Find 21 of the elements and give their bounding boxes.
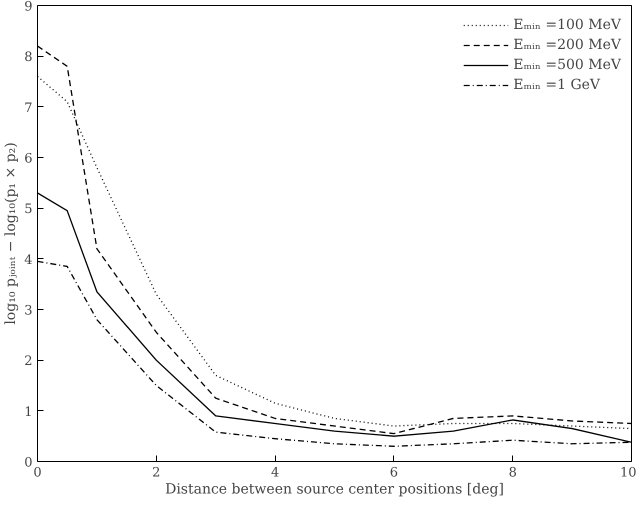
y-tick-label: 6 xyxy=(24,152,33,166)
legend-label: Eₘᵢₙ =500 MeV xyxy=(513,57,621,73)
y-tick-label: 0 xyxy=(24,456,33,470)
y-tick-label: 4 xyxy=(24,252,33,268)
legend-label: Eₘᵢₙ =100 MeV xyxy=(513,17,621,33)
legend-label: Eₘᵢₙ =200 MeV xyxy=(513,37,621,53)
y-tick-label: 9 xyxy=(24,0,33,14)
x-tick-label: 4 xyxy=(270,466,280,480)
x-axis-title: Distance between source center positions [deg] xyxy=(165,482,504,498)
legend-label: Eₘᵢₙ =1 GeV xyxy=(513,77,600,93)
y-tick-label: 5 xyxy=(24,202,33,218)
y-tick-label: 2 xyxy=(24,354,33,370)
x-tick-label: 2 xyxy=(152,466,160,480)
y-tick-label: 3 xyxy=(24,304,33,318)
x-tick-label: 10 xyxy=(620,466,637,480)
y-tick-label: 8 xyxy=(24,50,33,66)
y-tick-label: 7 xyxy=(24,100,33,116)
y-tick-label: 1 xyxy=(24,404,33,420)
y-axis-title: log₁₀ pⱼₒᵢₙₜ − log₁₀(p₁ × p₂) xyxy=(3,142,20,325)
x-tick-label: 6 xyxy=(390,466,398,480)
x-tick-label: 8 xyxy=(508,466,517,480)
